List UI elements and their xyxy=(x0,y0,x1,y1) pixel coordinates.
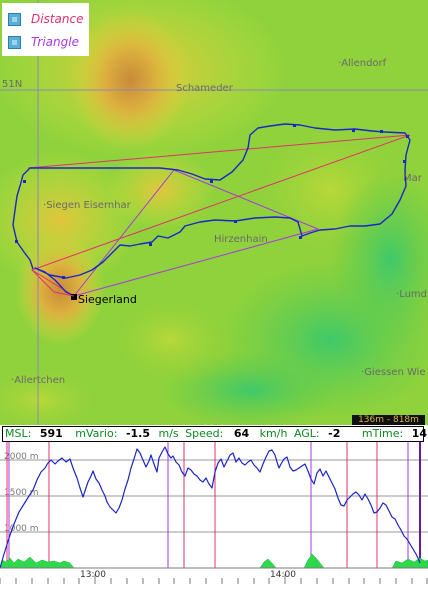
agl-label: AGL: xyxy=(293,427,320,440)
distance-label: Distance xyxy=(31,12,84,26)
barogram-canvas: 2000 m 1500 m 1000 m xyxy=(0,442,428,584)
flight-map[interactable]: 51N ·Allendorf Schameder ·Siegen Eisernh… xyxy=(0,0,428,425)
y-label-2000: 2000 m xyxy=(4,452,39,462)
town-label-giessen: ·Giessen Wie xyxy=(361,367,426,378)
airfield-label-siegerland: Siegerland xyxy=(78,293,137,306)
y-label-1500: 1500 m xyxy=(4,488,39,498)
track-legend: Distance Triangle xyxy=(2,3,89,56)
turnpoint-markers xyxy=(6,442,421,568)
x-label-1400: 14:00 xyxy=(270,570,296,580)
map-canvas xyxy=(0,0,428,425)
ground-activity xyxy=(0,553,428,569)
altitude-range-badge: 136m - 818m xyxy=(352,415,425,425)
town-label-hirzenhain: Hirzenhain xyxy=(214,234,268,245)
agl-value: -2 xyxy=(328,427,341,440)
x-label-1300: 13:00 xyxy=(80,570,106,580)
town-label-mar: Mar xyxy=(403,173,422,184)
time-label: mTime: xyxy=(361,427,404,440)
vario-value: -1.5 xyxy=(125,427,150,440)
town-label-allendorf: ·Allendorf xyxy=(338,58,387,69)
status-bar: MSL: 591 mVario: -1.5 m/s Speed: 64 km/h… xyxy=(2,426,428,442)
latitude-label: 51N xyxy=(2,79,23,90)
vario-label: mVario: xyxy=(75,427,118,440)
legend-distance[interactable]: Distance xyxy=(8,10,83,28)
town-label-schameder: Schameder xyxy=(176,83,233,94)
y-label-1000: 1000 m xyxy=(4,524,39,534)
time-value: 14:42:27 xyxy=(411,427,428,440)
triangle-label: Triangle xyxy=(31,35,79,49)
town-label-allertchen: ·Allertchen xyxy=(11,375,66,386)
x-ticks xyxy=(0,574,428,584)
msl-value: 591 xyxy=(39,427,63,440)
town-label-siegen: ·Siegen Eisernhar xyxy=(43,200,131,211)
barogram[interactable]: 2000 m 1500 m 1000 m xyxy=(0,442,428,590)
msl-label: MSL: xyxy=(5,427,32,440)
speed-value: 64 xyxy=(233,427,250,440)
speed-label: Speed: xyxy=(185,427,224,440)
speed-unit: km/h xyxy=(259,427,288,440)
triangle-checkbox[interactable] xyxy=(8,35,21,49)
altitude-trace xyxy=(0,446,421,569)
vario-unit: m/s xyxy=(158,427,179,440)
distance-checkbox[interactable] xyxy=(8,12,21,26)
legend-triangle[interactable]: Triangle xyxy=(8,33,79,51)
town-label-lumd: ·Lumd xyxy=(396,289,428,300)
